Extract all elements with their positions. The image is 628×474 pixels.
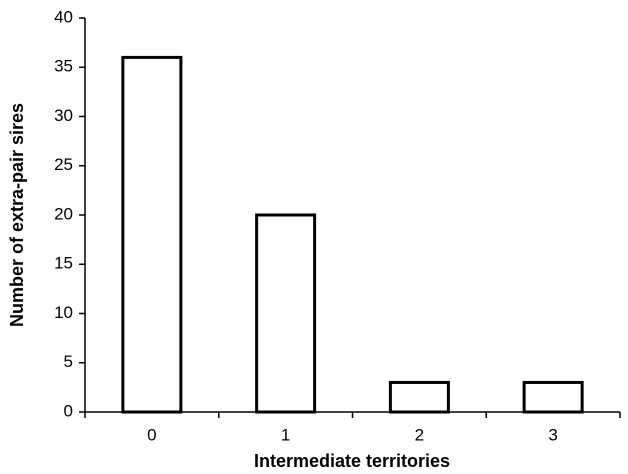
y-tick-label: 40	[54, 7, 73, 26]
y-axis-title: Number of extra-pair sires	[7, 103, 27, 327]
y-tick-label: 20	[54, 204, 73, 223]
y-tick-label: 5	[64, 352, 73, 371]
x-axis-title: Intermediate territories	[254, 451, 450, 471]
y-tick-label: 15	[54, 254, 73, 273]
y-tick-label: 25	[54, 155, 73, 174]
x-tick-label: 1	[281, 425, 290, 444]
x-tick-label: 0	[147, 425, 156, 444]
y-tick-label: 30	[54, 106, 73, 125]
bar	[121, 55, 183, 414]
bar	[255, 213, 317, 414]
y-tick-label: 35	[54, 57, 73, 76]
y-tick-label: 0	[64, 401, 73, 420]
bar	[388, 380, 450, 414]
bar	[522, 380, 584, 414]
x-tick-label: 2	[415, 425, 424, 444]
y-tick-label: 10	[54, 303, 73, 322]
x-tick-label: 3	[548, 425, 557, 444]
